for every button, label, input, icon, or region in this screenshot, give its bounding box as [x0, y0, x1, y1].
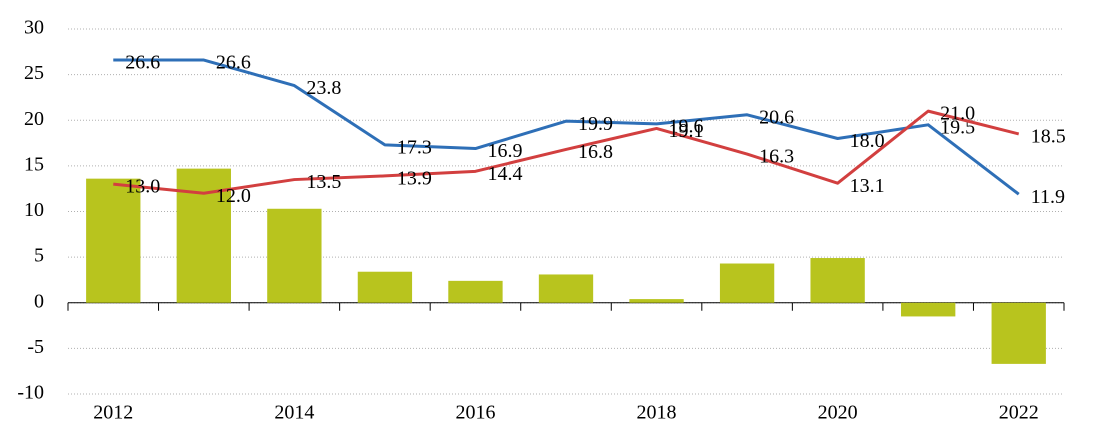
y-tick-label: -5	[27, 336, 44, 358]
y-tick-label: 25	[24, 62, 44, 84]
data-label: 16.8	[578, 141, 613, 163]
y-tick-label: -10	[17, 382, 44, 404]
bar	[86, 178, 141, 303]
data-label: 19.9	[578, 113, 613, 135]
line	[113, 109, 1020, 195]
data-label: 11.9	[1031, 186, 1065, 208]
x-tick-label: 2020	[818, 402, 858, 424]
y-tick-label: 5	[34, 245, 44, 267]
data-label: 13.1	[850, 175, 885, 197]
bar	[267, 208, 322, 303]
x-tick-label: 2012	[93, 402, 133, 424]
bar	[991, 302, 1046, 364]
y-tick-label: 0	[34, 290, 44, 312]
x-tick-label: 2022	[999, 402, 1039, 424]
data-label: 13.5	[306, 171, 341, 193]
y-tick-label: 10	[24, 199, 44, 221]
data-label: 16.9	[487, 140, 522, 162]
y-tick-label: 30	[24, 17, 44, 39]
bar	[719, 263, 775, 303]
data-label: 23.8	[306, 77, 341, 99]
x-tick-label: 2014	[274, 402, 314, 424]
bar	[901, 302, 956, 317]
data-label: 19.6	[669, 115, 704, 137]
data-label: 20.6	[759, 106, 794, 128]
x-tick-label: 2018	[637, 402, 677, 424]
data-label: 18.5	[1031, 126, 1066, 148]
data-label: 17.3	[397, 136, 432, 158]
bar	[629, 299, 684, 303]
data-label: 26.6	[125, 52, 160, 74]
data-label: 13.0	[125, 176, 160, 198]
y-tick-label: 20	[24, 108, 44, 130]
data-label: 13.9	[397, 168, 432, 190]
data-label: 18.0	[850, 130, 885, 152]
data-label: 26.6	[216, 52, 251, 74]
data-label: 19.1	[669, 120, 704, 142]
y-tick-label: 15	[24, 153, 44, 175]
bar	[538, 274, 594, 303]
data-label: 14.4	[487, 163, 522, 185]
bar	[448, 280, 503, 303]
x-tick-label: 2016	[455, 402, 495, 424]
line	[113, 58, 1020, 196]
bar	[357, 271, 413, 303]
data-label: 12.0	[216, 185, 251, 207]
bar	[810, 258, 865, 303]
data-label: 21.0	[940, 103, 975, 125]
data-label: 16.3	[759, 146, 794, 168]
